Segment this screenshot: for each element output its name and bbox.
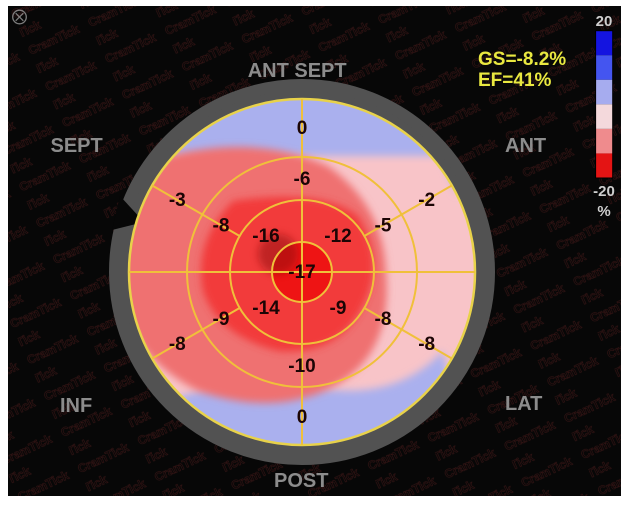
svg-text:-8: -8 bbox=[418, 334, 435, 355]
svg-text:-17: -17 bbox=[288, 262, 315, 283]
svg-text:EF=41%: EF=41% bbox=[478, 70, 552, 91]
svg-text:-9: -9 bbox=[330, 298, 347, 319]
svg-text:-3: -3 bbox=[169, 190, 186, 211]
svg-text:0: 0 bbox=[297, 118, 308, 139]
svg-text:ANT SEPT: ANT SEPT bbox=[248, 60, 347, 82]
svg-text:-6: -6 bbox=[294, 169, 311, 190]
svg-text:INF: INF bbox=[60, 395, 92, 417]
svg-text:LAT: LAT bbox=[505, 393, 542, 415]
svg-text:-16: -16 bbox=[252, 226, 279, 247]
svg-text:-20: -20 bbox=[593, 183, 615, 200]
svg-text:GS=-8.2%: GS=-8.2% bbox=[478, 49, 566, 70]
svg-text:%: % bbox=[597, 203, 610, 220]
svg-text:20: 20 bbox=[596, 13, 613, 30]
svg-text:-14: -14 bbox=[252, 298, 280, 319]
svg-text:ANT: ANT bbox=[505, 135, 546, 157]
svg-text:SEPT: SEPT bbox=[51, 135, 103, 157]
svg-text:0: 0 bbox=[297, 407, 308, 428]
svg-text:-8: -8 bbox=[169, 334, 186, 355]
svg-text:-8: -8 bbox=[375, 309, 392, 330]
svg-text:-12: -12 bbox=[324, 226, 351, 247]
svg-text:-8: -8 bbox=[213, 216, 230, 237]
svg-text:-9: -9 bbox=[213, 309, 230, 330]
svg-text:-10: -10 bbox=[288, 356, 315, 377]
svg-text:POST: POST bbox=[274, 470, 328, 492]
svg-text:-2: -2 bbox=[418, 190, 435, 211]
svg-text:-5: -5 bbox=[375, 216, 392, 237]
